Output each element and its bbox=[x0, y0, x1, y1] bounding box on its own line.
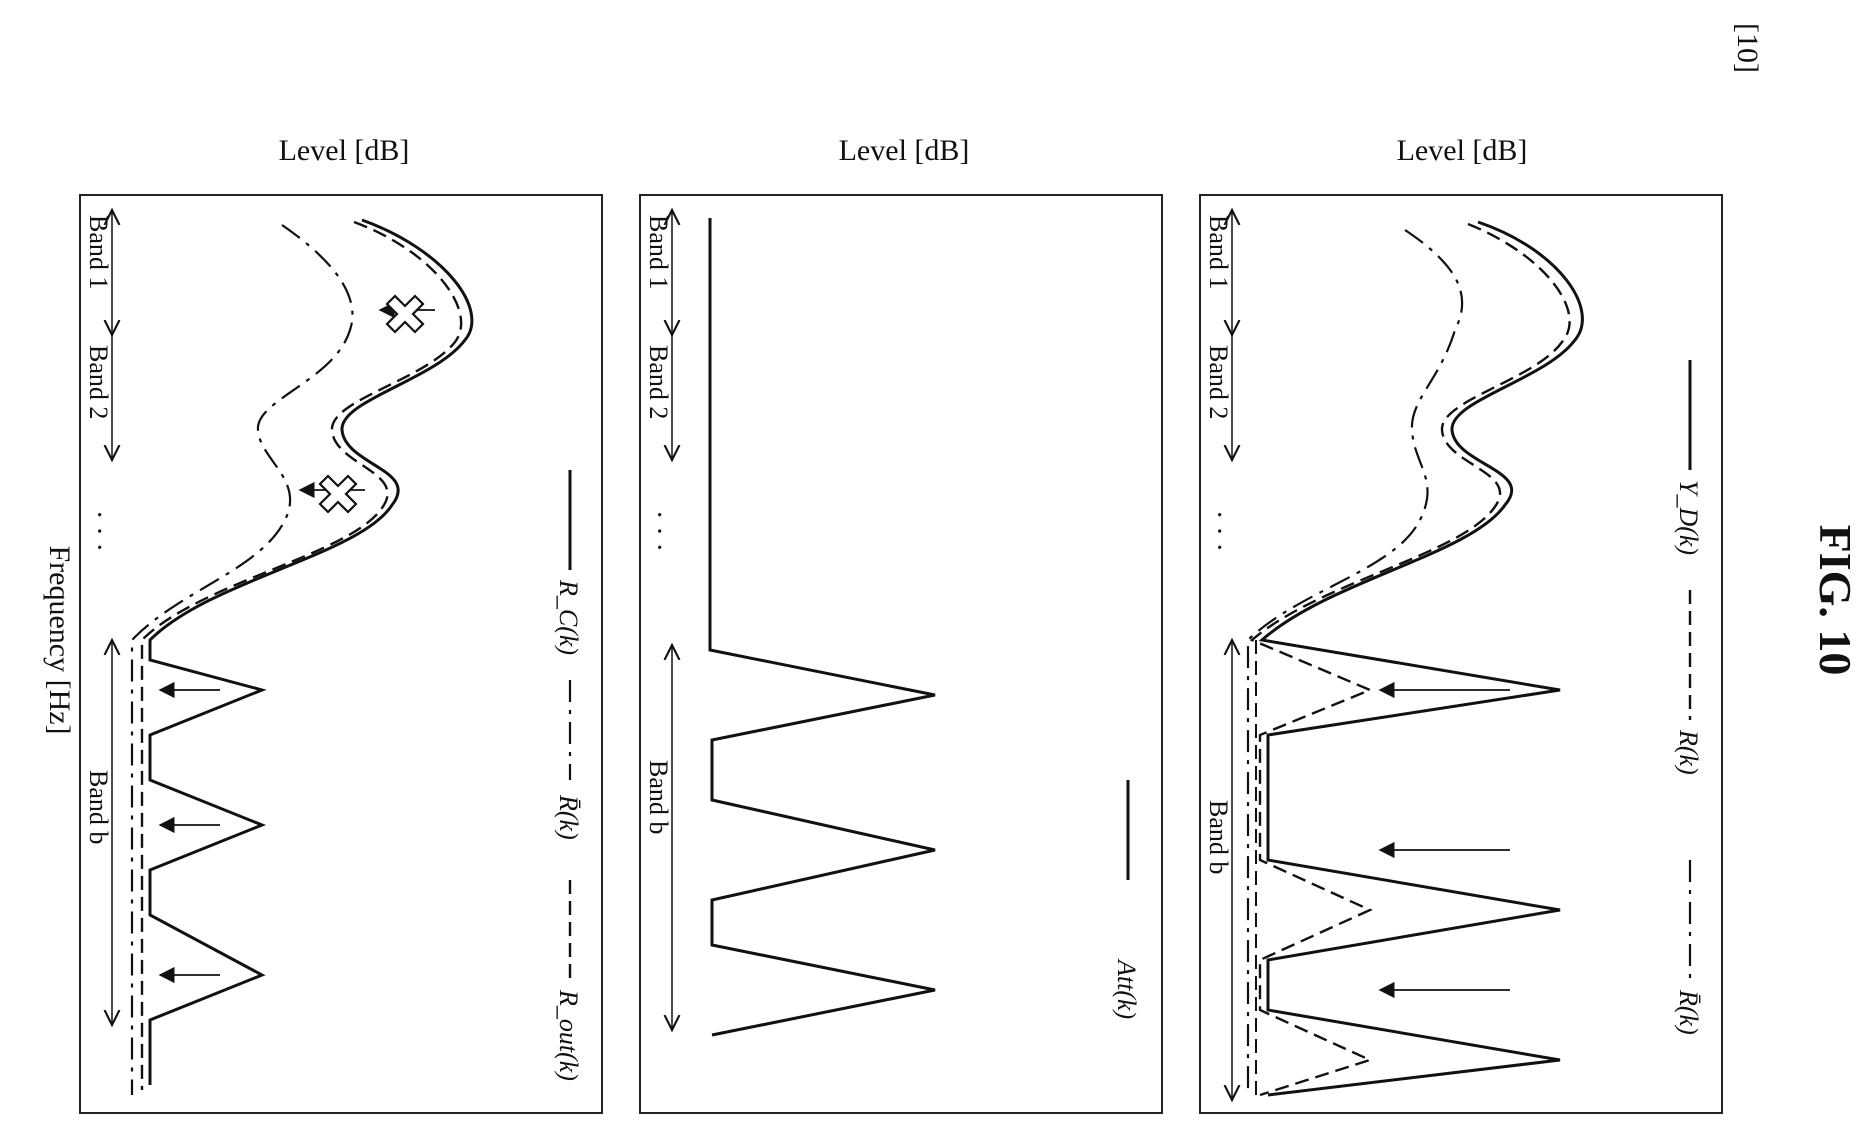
panel-3-cross-2 bbox=[298, 474, 365, 514]
panel-1-curve-r-bar bbox=[1246, 229, 1464, 1095]
panel-3-cross-1 bbox=[378, 294, 435, 334]
page-number: [10] bbox=[1731, 23, 1764, 73]
panel-2-y-label: Level [dB] bbox=[839, 134, 970, 167]
panel-3-legend-label-1: R_C(k) bbox=[554, 579, 583, 655]
panel-3-band-b-label: Band b bbox=[84, 770, 113, 844]
panel-2: Level [dB] Att(k) Band 1 Band 2 · · · Ba… bbox=[639, 134, 1163, 1114]
panel-2-curve-att bbox=[708, 218, 936, 1037]
panel-2-ellipsis: · · · bbox=[643, 510, 674, 552]
panel-3-band-2-label: Band 2 bbox=[84, 345, 113, 419]
panel-2-band-1-label: Band 1 bbox=[644, 215, 673, 289]
panel-2-frame bbox=[639, 194, 1163, 1114]
panel-1-y-label: Level [dB] bbox=[1397, 134, 1528, 167]
panel-3: Level [dB] R_C(k) R̄(k) R_out(k) Band 1 … bbox=[79, 134, 603, 1114]
x-axis-label: Frequency [Hz] bbox=[43, 545, 76, 734]
panel-3-band-1-label: Band 1 bbox=[84, 215, 113, 289]
panel-1-legend-label-3: R̄(k) bbox=[1674, 989, 1703, 1035]
panel-3-curve-r-c bbox=[148, 218, 474, 1085]
panel-1-curve-r bbox=[1249, 222, 1571, 1097]
panel-1-frame bbox=[1199, 194, 1723, 1114]
panel-1-band-b-label: Band b bbox=[1204, 800, 1233, 874]
panel-1-curve-y-d bbox=[1258, 220, 1584, 1097]
panel-1: Level [dB] Y_D(k) R(k) R̄(k) Band 1 Band… bbox=[1199, 134, 1723, 1114]
panel-2-band-2-label: Band 2 bbox=[644, 345, 673, 419]
panel-1-legend-label-1: Y_D(k) bbox=[1674, 480, 1703, 555]
panel-3-frame bbox=[79, 194, 603, 1114]
panel-1-ellipsis: · · · bbox=[1203, 510, 1234, 552]
panel-1-band-2-label: Band 2 bbox=[1204, 345, 1233, 419]
panel-1-legend-label-2: R(k) bbox=[1674, 729, 1703, 775]
panel-1-band-1-label: Band 1 bbox=[1204, 215, 1233, 289]
panel-2-band-b-label: Band b bbox=[644, 760, 673, 834]
panel-3-ellipsis: · · · bbox=[83, 510, 114, 552]
figure-title: FIG. 10 bbox=[1810, 525, 1858, 676]
panel-3-y-label: Level [dB] bbox=[279, 134, 410, 167]
panel-3-legend-label-3: R_out(k) bbox=[554, 989, 583, 1081]
panel-2-legend-label-1: Att(k) bbox=[1112, 958, 1141, 1019]
panel-3-curve-r-out bbox=[140, 220, 463, 1090]
panel-3-legend-label-2: R̄(k) bbox=[554, 794, 583, 840]
